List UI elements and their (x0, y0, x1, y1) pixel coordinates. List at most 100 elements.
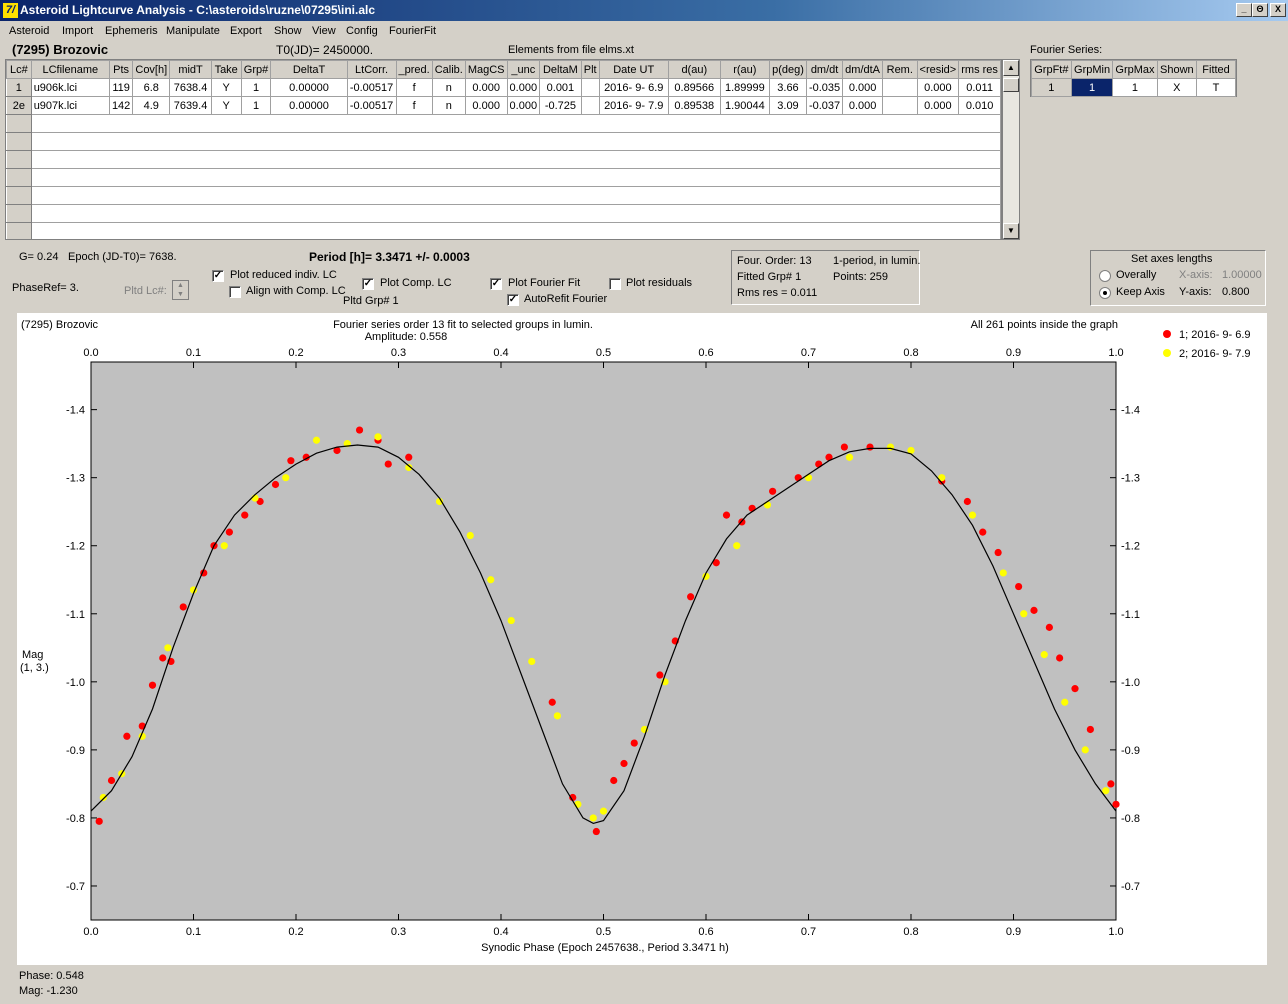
close-button[interactable]: X (1270, 3, 1286, 17)
table-cell[interactable]: -0.00517 (346, 78, 397, 97)
table-cell[interactable]: 0.000 (464, 78, 508, 97)
align-comp-checkbox[interactable] (229, 286, 241, 298)
y-axis-value[interactable]: 0.800 (1222, 286, 1250, 298)
column-header[interactable]: Shown (1156, 60, 1198, 79)
menu-manipulate[interactable]: Manipulate (166, 25, 220, 37)
column-header[interactable]: r(au) (719, 60, 771, 79)
autorefit-checkbox[interactable]: ✓ (507, 294, 519, 306)
column-header[interactable]: DeltaT (270, 60, 348, 79)
plot-reduced-checkbox[interactable]: ✓ (212, 270, 224, 282)
menu-asteroid[interactable]: Asteroid (9, 25, 50, 37)
table-cell[interactable]: f (395, 96, 433, 115)
table-row[interactable]: 2e u907k.lci 142 4.9 7639.4 Y 1 0.00000 … (6, 96, 1001, 115)
row-header[interactable] (6, 132, 32, 151)
empty-row[interactable] (30, 114, 1001, 133)
table-cell[interactable]: 0.000 (916, 96, 960, 115)
empty-row[interactable] (30, 150, 1001, 169)
column-header[interactable]: DeltaM (539, 60, 582, 79)
menu-show[interactable]: Show (274, 25, 302, 37)
menu-view[interactable]: View (312, 25, 336, 37)
table-cell[interactable]: 2016- 9- 6.9 (598, 78, 669, 97)
table-cell[interactable]: u907k.lci (30, 96, 110, 115)
column-header[interactable]: Plt (580, 60, 600, 79)
table-cell[interactable]: 1 (1031, 78, 1072, 97)
table-row[interactable] (6, 150, 1001, 169)
column-header[interactable]: Lc# (6, 60, 32, 79)
empty-row[interactable] (30, 204, 1001, 223)
table-cell[interactable]: 2016- 9- 7.9 (598, 96, 669, 115)
table-cell[interactable]: 0.00000 (270, 96, 348, 115)
table-cell[interactable]: Y (210, 96, 242, 115)
table-row[interactable]: 1 u906k.lci 119 6.8 7638.4 Y 1 0.00000 -… (6, 78, 1001, 97)
column-header[interactable]: dm/dtA (842, 60, 884, 79)
table-cell[interactable] (882, 96, 918, 115)
table-cell[interactable]: 119 (108, 78, 134, 97)
table-cell[interactable]: 0.011 (958, 78, 1001, 97)
x-axis-value[interactable]: 1.00000 (1222, 269, 1262, 281)
column-header[interactable]: <resid> (916, 60, 960, 79)
table-cell[interactable] (882, 78, 918, 97)
table-cell-selected[interactable]: 1 (1070, 78, 1114, 97)
column-header[interactable]: _unc (506, 60, 541, 79)
row-header[interactable] (6, 114, 32, 133)
lightcurve-chart[interactable]: (7295) Brozovic Fourier series order 13 … (17, 313, 1267, 965)
empty-row[interactable] (30, 222, 1001, 239)
table-cell[interactable]: 1 (240, 78, 272, 97)
scroll-thumb[interactable] (1003, 78, 1019, 92)
scroll-up-icon[interactable]: ▲ (1003, 60, 1019, 76)
table-cell[interactable]: 0.000 (916, 78, 960, 97)
table-cell[interactable]: 3.66 (769, 78, 807, 97)
overally-radio[interactable] (1099, 270, 1111, 282)
table-row[interactable] (6, 168, 1001, 187)
scroll-down-icon[interactable]: ▼ (1003, 223, 1019, 239)
menu-ephemeris[interactable]: Ephemeris (105, 25, 158, 37)
plot-residuals-checkbox[interactable] (609, 278, 621, 290)
column-header[interactable]: rms res (958, 60, 1001, 79)
column-header[interactable]: midT (169, 60, 212, 79)
table-cell[interactable]: 1 (240, 96, 272, 115)
table-cell[interactable]: -0.725 (539, 96, 582, 115)
plot-comp-checkbox[interactable]: ✓ (362, 278, 374, 290)
column-header[interactable]: _pred. (395, 60, 433, 79)
column-header[interactable]: Rem. (882, 60, 918, 79)
empty-row[interactable] (30, 186, 1001, 205)
lightcurve-plot[interactable]: (7295) Brozovic Fourier series order 13 … (17, 313, 1267, 965)
row-header[interactable]: 2e (6, 96, 32, 115)
table-cell[interactable]: 0.000 (842, 78, 884, 97)
row-header[interactable] (6, 222, 32, 239)
table-cell[interactable]: u906k.lci (30, 78, 110, 97)
lightcurve-table[interactable]: Lc# LCfilename Pts Cov[h] midT Take Grp#… (5, 59, 1002, 240)
table-row[interactable] (6, 204, 1001, 223)
menu-import[interactable]: Import (62, 25, 94, 37)
table-cell[interactable]: 0.001 (539, 78, 582, 97)
table-cell[interactable]: 4.9 (132, 96, 171, 115)
menu-fourierfit[interactable]: FourierFit (389, 25, 437, 37)
table-row[interactable] (6, 114, 1001, 133)
minimize-button[interactable]: _ (1236, 3, 1252, 17)
column-header[interactable]: d(au) (667, 60, 721, 79)
table-cell[interactable]: 6.8 (132, 78, 171, 97)
column-header[interactable]: LtCorr. (346, 60, 397, 79)
column-header[interactable]: MagCS (464, 60, 508, 79)
table-cell[interactable]: 0.000 (506, 78, 541, 97)
table-cell[interactable]: 1.90044 (719, 96, 771, 115)
row-header[interactable]: 1 (6, 78, 32, 97)
menu-config[interactable]: Config (346, 25, 378, 37)
column-header[interactable]: GrpMin (1070, 60, 1114, 79)
table-cell[interactable]: 0.010 (958, 96, 1001, 115)
menu-export[interactable]: Export (230, 25, 262, 37)
restore-button[interactable]: Θ (1252, 3, 1268, 17)
table-cell[interactable]: 0.89566 (667, 78, 721, 97)
table-cell[interactable]: -0.037 (805, 96, 844, 115)
table-cell[interactable]: 7639.4 (169, 96, 212, 115)
table-cell[interactable]: 1 (1112, 78, 1158, 97)
table-cell[interactable]: 3.09 (769, 96, 807, 115)
table-cell[interactable]: 0.00000 (270, 78, 348, 97)
column-header[interactable]: Date UT (598, 60, 669, 79)
column-header[interactable]: Calib. (431, 60, 466, 79)
table-cell[interactable]: -0.035 (805, 78, 844, 97)
row-header[interactable] (6, 186, 32, 205)
table-cell[interactable]: X (1156, 78, 1198, 97)
table-cell[interactable]: 0.89538 (667, 96, 721, 115)
table-cell[interactable]: Y (210, 78, 242, 97)
